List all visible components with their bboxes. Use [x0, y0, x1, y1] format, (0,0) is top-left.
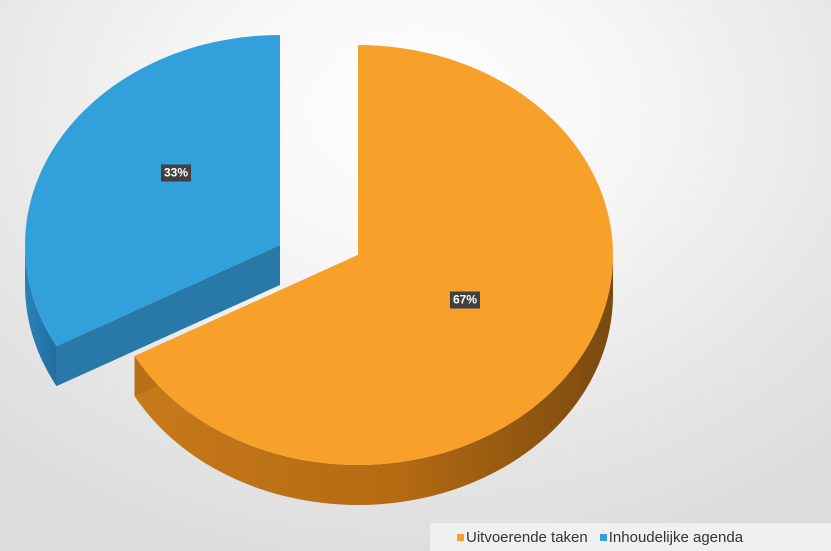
slice-inhoudelijke-agenda-cut-face-1: [56, 245, 280, 387]
slice-inhoudelijke-agenda-top: [24, 35, 280, 347]
legend-label-inhoudelijke-agenda: Inhoudelijke agenda: [608, 528, 744, 546]
legend-item-inhoudelijke-agenda: Inhoudelijke agenda: [599, 528, 744, 546]
legend-swatch-uitvoerende-taken: [457, 533, 464, 541]
legend-label-uitvoerende-taken: Uitvoerende taken: [466, 528, 588, 546]
legend-item-uitvoerende-taken: Uitvoerende taken: [457, 529, 588, 546]
slice-uitvoerende-taken: [134, 45, 614, 506]
slice-inhoudelijke-agenda: [24, 35, 280, 387]
data-label-uitvoerende-taken: 67%: [449, 291, 481, 309]
legend-swatch-inhoudelijke-agenda: [599, 533, 607, 541]
slice-uitvoerende-taken-top: [134, 45, 613, 465]
slice-uitvoerende-taken-side: [134, 255, 614, 506]
data-label-inhoudelijke-agenda: 33%: [160, 164, 192, 182]
legend: Uitvoerende taken Inhoudelijke agenda: [430, 523, 831, 551]
slice-inhoudelijke-agenda-side: [25, 245, 57, 387]
